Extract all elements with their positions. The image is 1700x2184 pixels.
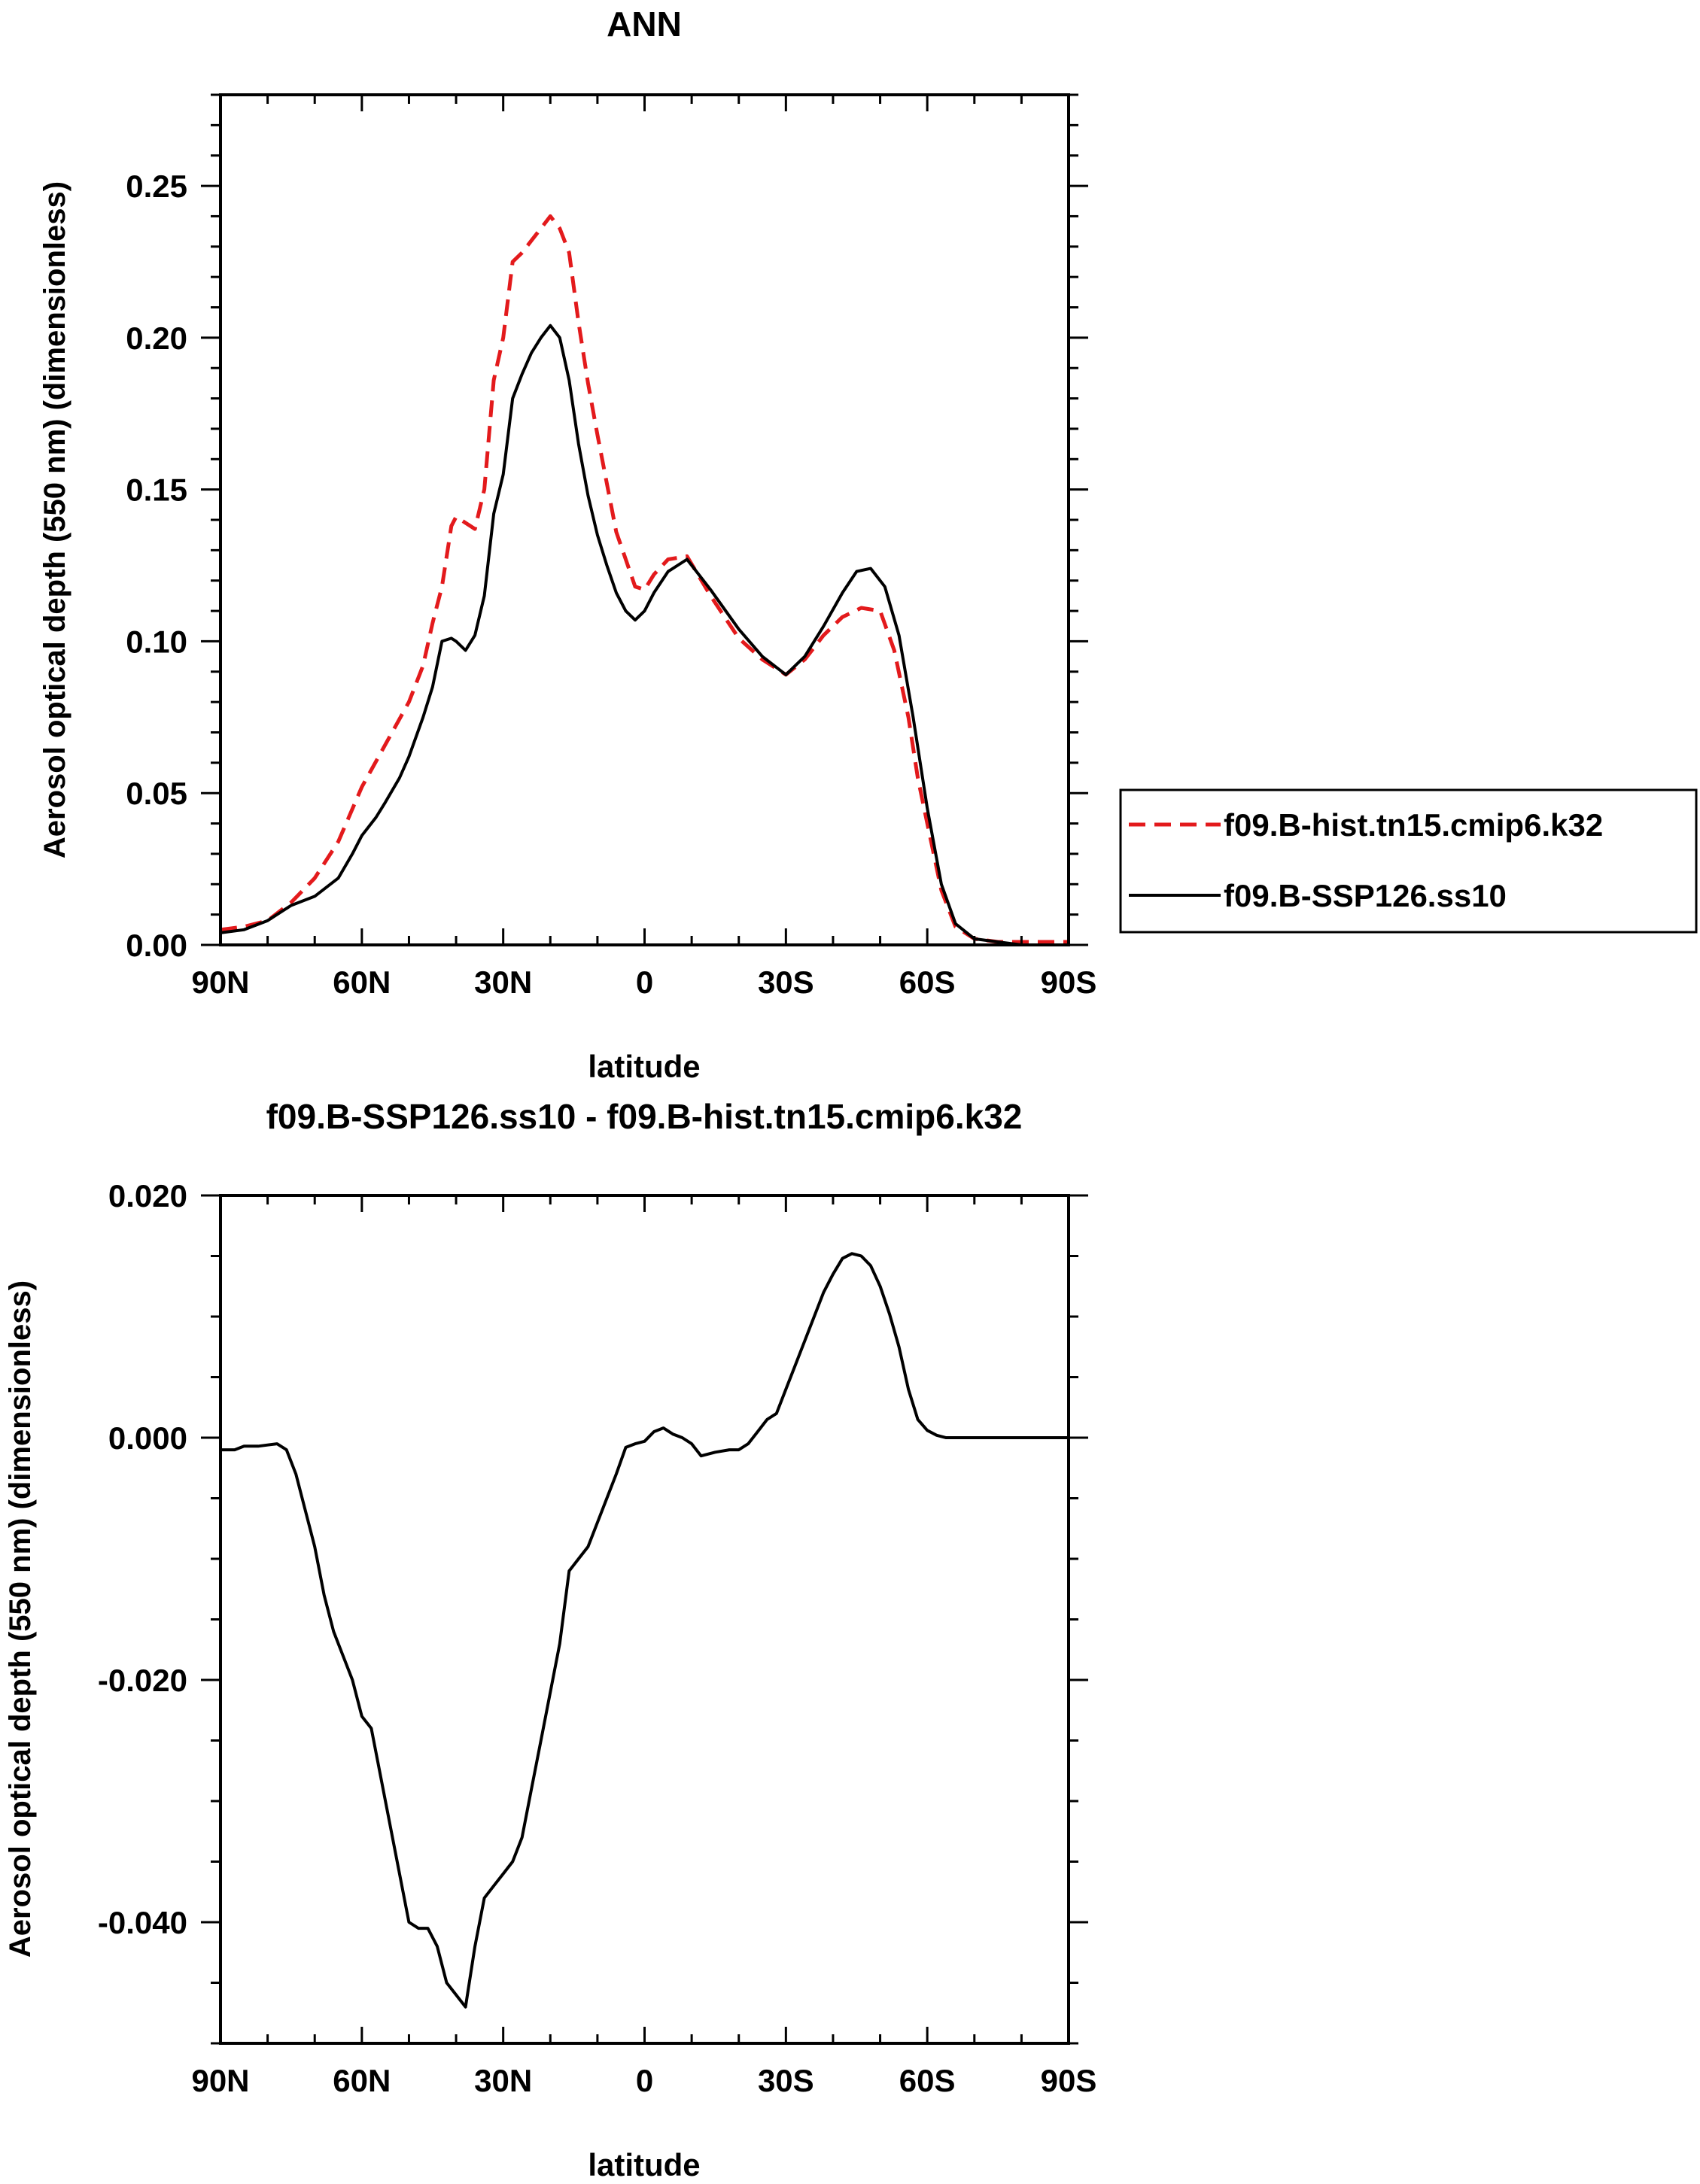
y-tick-label: 0.000 (108, 1420, 187, 1456)
x-tick-label: 0 (636, 2063, 653, 2098)
x-tick-label: 60S (899, 2063, 956, 2098)
y-axis-label: Aerosol optical depth (550 nm) (dimensio… (38, 181, 71, 858)
chart-title: ANN (607, 5, 682, 44)
x-tick-label: 60N (333, 2063, 391, 2098)
y-tick-label: 0.10 (126, 624, 187, 659)
plot-frame (219, 1194, 1070, 2045)
y-tick-label: 0.00 (126, 928, 187, 963)
x-tick-label: 30S (758, 2063, 814, 2098)
x-tick-label: 30S (758, 964, 814, 1000)
chart-title: f09.B-SSP126.ss10 - f09.B-hist.tn15.cmip… (266, 1097, 1023, 1136)
x-axis-label: latitude (588, 2147, 700, 2182)
y-tick-label: 0.15 (126, 472, 187, 508)
y-axis-label: Aerosol optical depth (550 nm) (dimensio… (4, 1280, 37, 1958)
x-tick-label: 60N (333, 964, 391, 1000)
x-tick-label: 60S (899, 964, 956, 1000)
y-tick-label: 0.25 (126, 169, 187, 204)
y-tick-label: 0.020 (108, 1178, 187, 1214)
x-tick-label: 90S (1041, 964, 1097, 1000)
x-tick-label: 90N (191, 2063, 249, 2098)
series-line-0 (220, 214, 1069, 944)
y-tick-label: 0.20 (126, 320, 187, 356)
series-line-0 (220, 1252, 1069, 2009)
legend-box (1119, 788, 1698, 934)
y-tick-label: 0.05 (126, 776, 187, 811)
x-tick-label: 30N (474, 964, 532, 1000)
x-tick-label: 90N (191, 964, 249, 1000)
y-tick-label: -0.040 (98, 1905, 187, 1940)
legend: f09.B-hist.tn15.cmip6.k32 f09.B-SSP126.s… (1119, 788, 1698, 934)
x-tick-label: 90S (1041, 2063, 1097, 2098)
legend-label-hist: f09.B-hist.tn15.cmip6.k32 (1224, 807, 1603, 843)
x-tick-label: 0 (636, 964, 653, 1000)
legend-label-ssp: f09.B-SSP126.ss10 (1224, 878, 1507, 913)
bottom-chart: 90N 60N 30N 0 30S 60S 90S 0.020 0.000 -0.020 -0.04… (98, 1178, 1096, 2098)
y-tick-label: -0.020 (98, 1663, 187, 1698)
x-tick-label: 30N (474, 2063, 532, 2098)
series-line-1 (220, 323, 1069, 946)
top-chart: 90N 60N 30N 0 30S 60S 90S 0.00 0.05 0.10 0.15 0.20 0… (126, 93, 1097, 1000)
x-axis-label: latitude (588, 1049, 700, 1084)
